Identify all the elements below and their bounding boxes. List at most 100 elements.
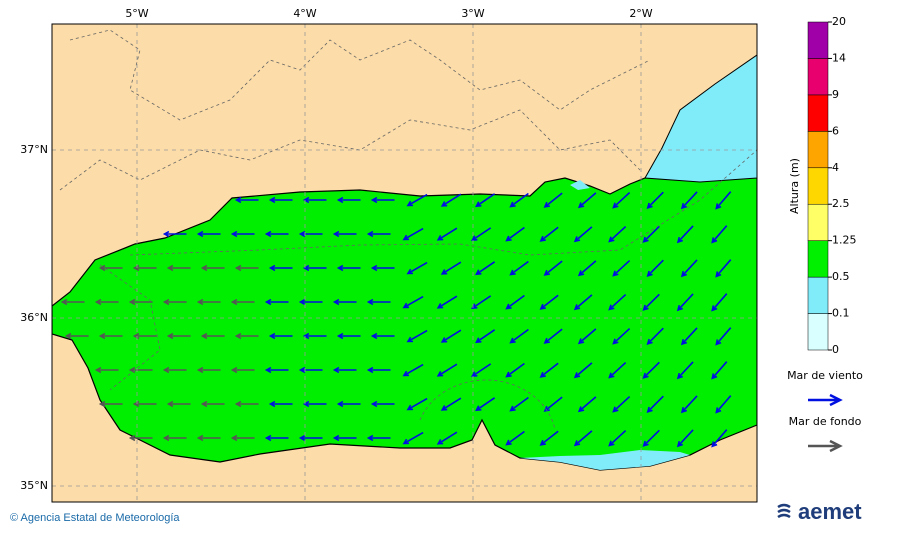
wave-arrow xyxy=(642,225,660,243)
wave-arrow xyxy=(162,230,187,238)
lon-label: 3°W xyxy=(461,7,484,20)
wave-arrow xyxy=(573,430,593,447)
wave-arrow xyxy=(680,259,698,278)
wave-arrow xyxy=(436,227,458,241)
wave-arrow xyxy=(475,261,496,276)
wave-arrow xyxy=(715,327,732,346)
sea-cyan xyxy=(520,450,690,470)
colorbar-band xyxy=(807,313,829,351)
wave-arrow xyxy=(366,366,391,374)
colorbar-band xyxy=(807,276,829,314)
wave-arrow xyxy=(196,230,221,238)
lat-label: 36°N xyxy=(20,311,48,324)
borders xyxy=(59,29,757,431)
wave-arrow xyxy=(573,294,593,311)
wave-arrow xyxy=(402,295,424,309)
wave-arrow xyxy=(646,327,664,345)
colorbar-band xyxy=(807,131,829,169)
wave-arrow xyxy=(336,400,361,408)
wave-arrow xyxy=(200,264,225,272)
wave-arrow xyxy=(680,327,698,346)
wave-arrow xyxy=(608,361,627,379)
wave-arrow xyxy=(539,294,559,310)
wave-arrow xyxy=(196,298,221,306)
axis-labels: 5°W 4°W 3°W 2°W 37°N 36°N 35°N xyxy=(20,7,653,492)
wave-arrow xyxy=(200,332,225,340)
wave-arrow xyxy=(612,259,631,277)
wave-arrow xyxy=(234,196,259,204)
wave-arrow xyxy=(715,259,732,278)
colorbar-band xyxy=(807,94,829,132)
wave-arrow xyxy=(475,329,496,344)
wave-arrow xyxy=(332,298,357,306)
wave-arrow xyxy=(406,329,428,343)
lat-label: 35°N xyxy=(20,479,48,492)
colorbar-band xyxy=(807,21,829,59)
colorbar-tick-label: 0 xyxy=(832,343,839,356)
sea xyxy=(52,175,757,471)
wave-arrow xyxy=(166,332,191,340)
wave-arrow xyxy=(98,332,123,340)
wave-arrow xyxy=(646,259,664,277)
wave-arrow xyxy=(646,395,664,413)
wave-arrow xyxy=(612,327,631,345)
sea-cyan xyxy=(570,180,590,190)
colorbar: 0 0.1 0.5 1.25 2.5 4 6 9 14 20 xyxy=(807,15,857,356)
wave-arrow xyxy=(370,332,395,340)
wave-arrow xyxy=(715,395,732,414)
wave-arrow xyxy=(264,366,289,374)
wave-arrow xyxy=(94,298,119,306)
wave-arrow xyxy=(298,230,323,238)
wave-arrow xyxy=(128,434,153,442)
wave-arrow xyxy=(715,191,732,210)
wave-arrow xyxy=(402,431,424,445)
colorbar-band xyxy=(807,58,829,96)
wave-arrow xyxy=(336,332,361,340)
wave-arrow xyxy=(370,400,395,408)
wave-arrow xyxy=(680,191,698,210)
wave-arrow xyxy=(366,230,391,238)
wave-arrow xyxy=(366,434,391,442)
wave-arrow xyxy=(402,363,424,377)
colorbar-tick-label: 6 xyxy=(832,124,839,137)
wave-arrow xyxy=(162,434,187,442)
wave-arrow xyxy=(676,429,694,448)
wave-arrow xyxy=(406,397,428,411)
wave-arrow xyxy=(264,298,289,306)
wave-arrow xyxy=(302,264,327,272)
colorbar-tick-label: 2.5 xyxy=(832,197,850,210)
wave-arrow xyxy=(366,298,391,306)
wave-arrow xyxy=(509,328,529,344)
wave-arrow xyxy=(543,192,563,208)
legend-arrow xyxy=(808,393,843,407)
colorbar-tick-label: 9 xyxy=(832,88,839,101)
colorbar-tick-label: 20 xyxy=(832,15,846,28)
wave-arrow xyxy=(436,295,458,309)
wave-arrow xyxy=(268,332,293,340)
colorbar-tick-label: 0.5 xyxy=(832,270,850,283)
logo-icon xyxy=(777,503,791,519)
wave-arrow xyxy=(676,293,694,312)
wave-arrow xyxy=(302,196,327,204)
wave-arrow xyxy=(98,264,123,272)
colorbar-tick-label: 1.25 xyxy=(832,234,857,247)
wave-arrow xyxy=(539,226,559,242)
wave-arrow xyxy=(608,293,627,311)
wave-arrow xyxy=(234,400,259,408)
map-area xyxy=(52,24,757,502)
wave-arrow xyxy=(509,396,529,412)
colorbar-band xyxy=(807,203,829,241)
wave-arrow xyxy=(436,363,458,377)
wave-arrow xyxy=(230,434,255,442)
wave-arrow xyxy=(98,400,123,408)
wave-arrow xyxy=(543,328,563,344)
wave-arrow xyxy=(642,293,660,311)
wave-arrow xyxy=(505,362,525,378)
wave-arrow xyxy=(196,434,221,442)
colorbar-tick-label: 0.1 xyxy=(832,307,850,320)
wave-arrow xyxy=(711,361,728,380)
wave-arrow xyxy=(577,192,597,209)
wave-arrow xyxy=(505,294,525,310)
wave-arrow xyxy=(132,400,157,408)
colorbar-tick-label: 14 xyxy=(832,51,846,64)
